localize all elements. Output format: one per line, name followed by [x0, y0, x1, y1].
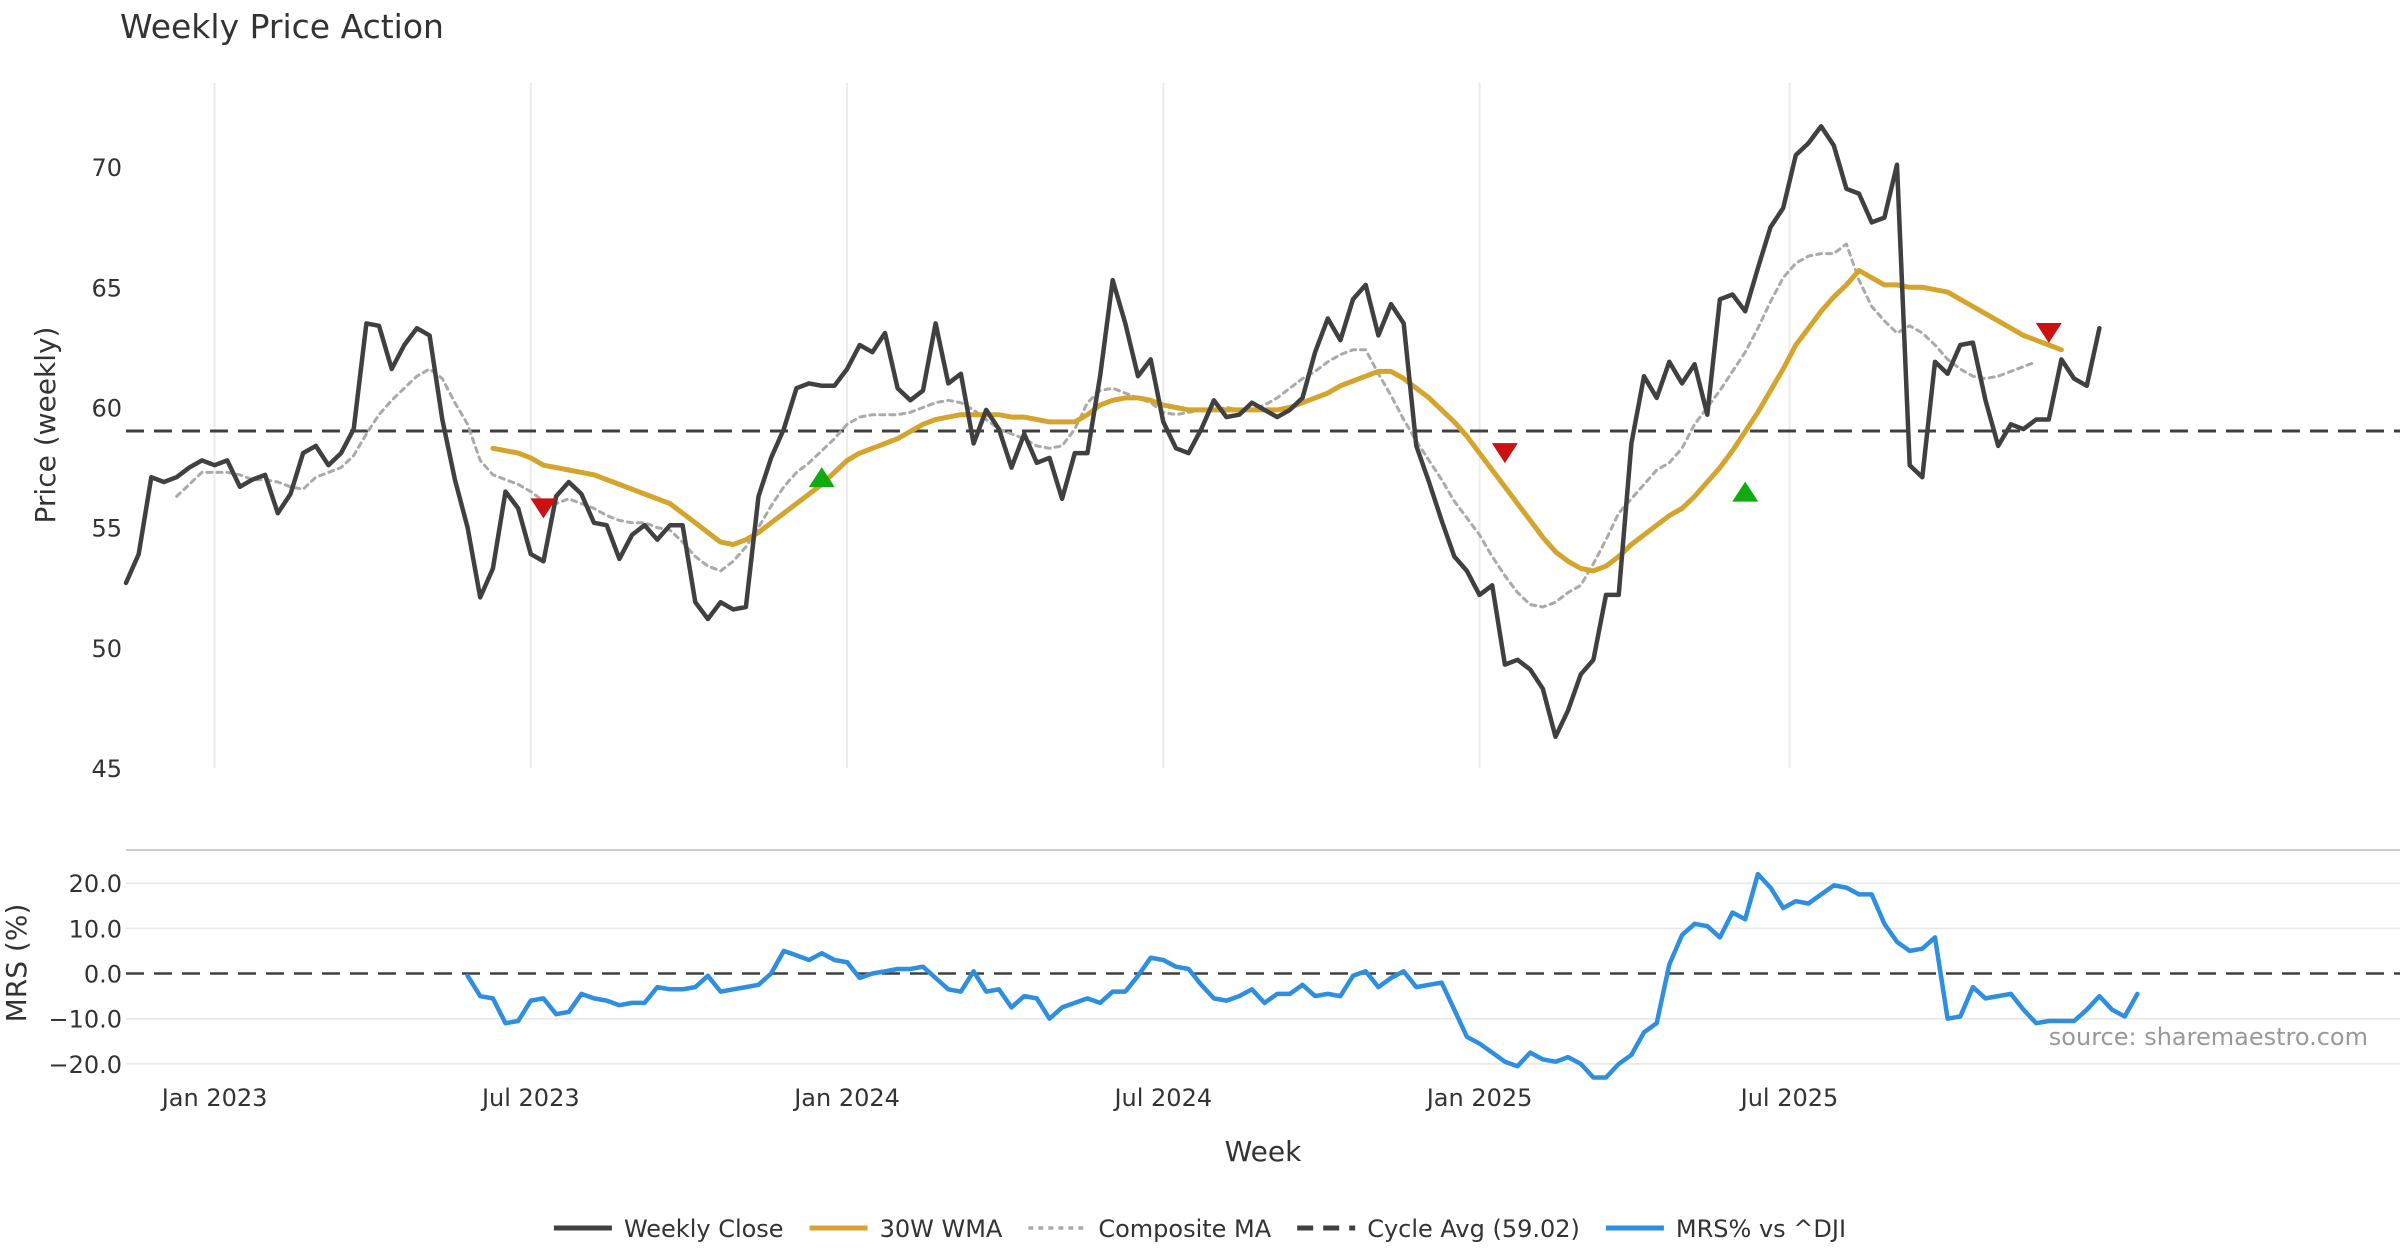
x-tick-label: Jul 2023 [480, 1084, 580, 1112]
chart-title: Weekly Price Action [120, 7, 444, 46]
mrs-y-tick-label: −10.0 [48, 1006, 122, 1034]
30w-wma-line [490, 268, 2064, 574]
price-y-tick-label: 65 [91, 274, 122, 302]
legend-label: Weekly Close [624, 1215, 784, 1243]
price-y-tick-label: 50 [91, 635, 122, 663]
legend-item-cycle-avg-59-02: Cycle Avg (59.02) [1297, 1215, 1580, 1243]
legend-item-composite-ma: Composite MA [1028, 1215, 1272, 1243]
mrs-y-tick-label: −20.0 [48, 1051, 122, 1079]
mrs-line [465, 871, 2140, 1080]
mrs-y-tick-label: 0.0 [84, 961, 122, 989]
x-axis: Jan 2023 Jul 2023 Jan 2024 Jul 2024 Jan 2025… [160, 1084, 1839, 1112]
mrs-plot-area [126, 871, 2400, 1080]
sell-signal-marker [530, 498, 557, 519]
price-y-tick-label: 55 [91, 515, 122, 543]
sell-signal-marker [1491, 443, 1518, 464]
legend-item-weekly-close: Weekly Close [553, 1215, 784, 1243]
price-y-tick-label: 70 [91, 154, 122, 182]
x-tick-label: Jul 2025 [1739, 1084, 1839, 1112]
mrs-grid [126, 882, 2400, 1065]
price-y-tick-label: 60 [91, 394, 122, 422]
legend-item-30w-wma: 30W WMA [809, 1215, 1003, 1243]
mrs-y-tick-label: 20.0 [69, 870, 122, 898]
buy-signal-marker [1732, 481, 1759, 502]
composite-ma-line [175, 242, 2038, 609]
source-label: source: sharemaestro.com [2049, 1023, 2368, 1051]
sell-signal-marker [2035, 322, 2062, 343]
price-grid [213, 83, 1791, 768]
x-tick-label: Jan 2025 [1425, 1084, 1533, 1112]
price-plot-area [123, 124, 2400, 740]
mrs-y-axis: −20.0 −10.0 0.0 10.0 20.0 [48, 870, 122, 1079]
buy-signal-marker [808, 467, 835, 488]
weekly-close-line [123, 124, 2102, 740]
price-y-axis-title: Price (weekly) [29, 327, 62, 524]
price-y-axis: 45 50 55 60 65 70 [91, 154, 122, 783]
legend-label: 30W WMA [880, 1215, 1003, 1243]
mrs-y-axis-title: MRS (%) [0, 904, 33, 1023]
price-y-tick-label: 45 [91, 755, 122, 783]
x-tick-label: Jan 2023 [160, 1084, 268, 1112]
mrs-y-tick-label: 10.0 [69, 915, 122, 943]
x-tick-label: Jan 2024 [792, 1084, 900, 1112]
legend-label: Composite MA [1098, 1215, 1271, 1243]
legend-item-mrs-vs-dji: MRS% vs ^DJI [1605, 1215, 1846, 1243]
legend-label: MRS% vs ^DJI [1676, 1215, 1846, 1243]
legend: Weekly Close 30W WMA Composite MA Cycle Avg… [553, 1215, 1846, 1243]
legend-label: Cycle Avg (59.02) [1367, 1215, 1580, 1243]
x-tick-label: Jul 2024 [1112, 1084, 1212, 1112]
x-axis-title: Week [1225, 1135, 1302, 1168]
